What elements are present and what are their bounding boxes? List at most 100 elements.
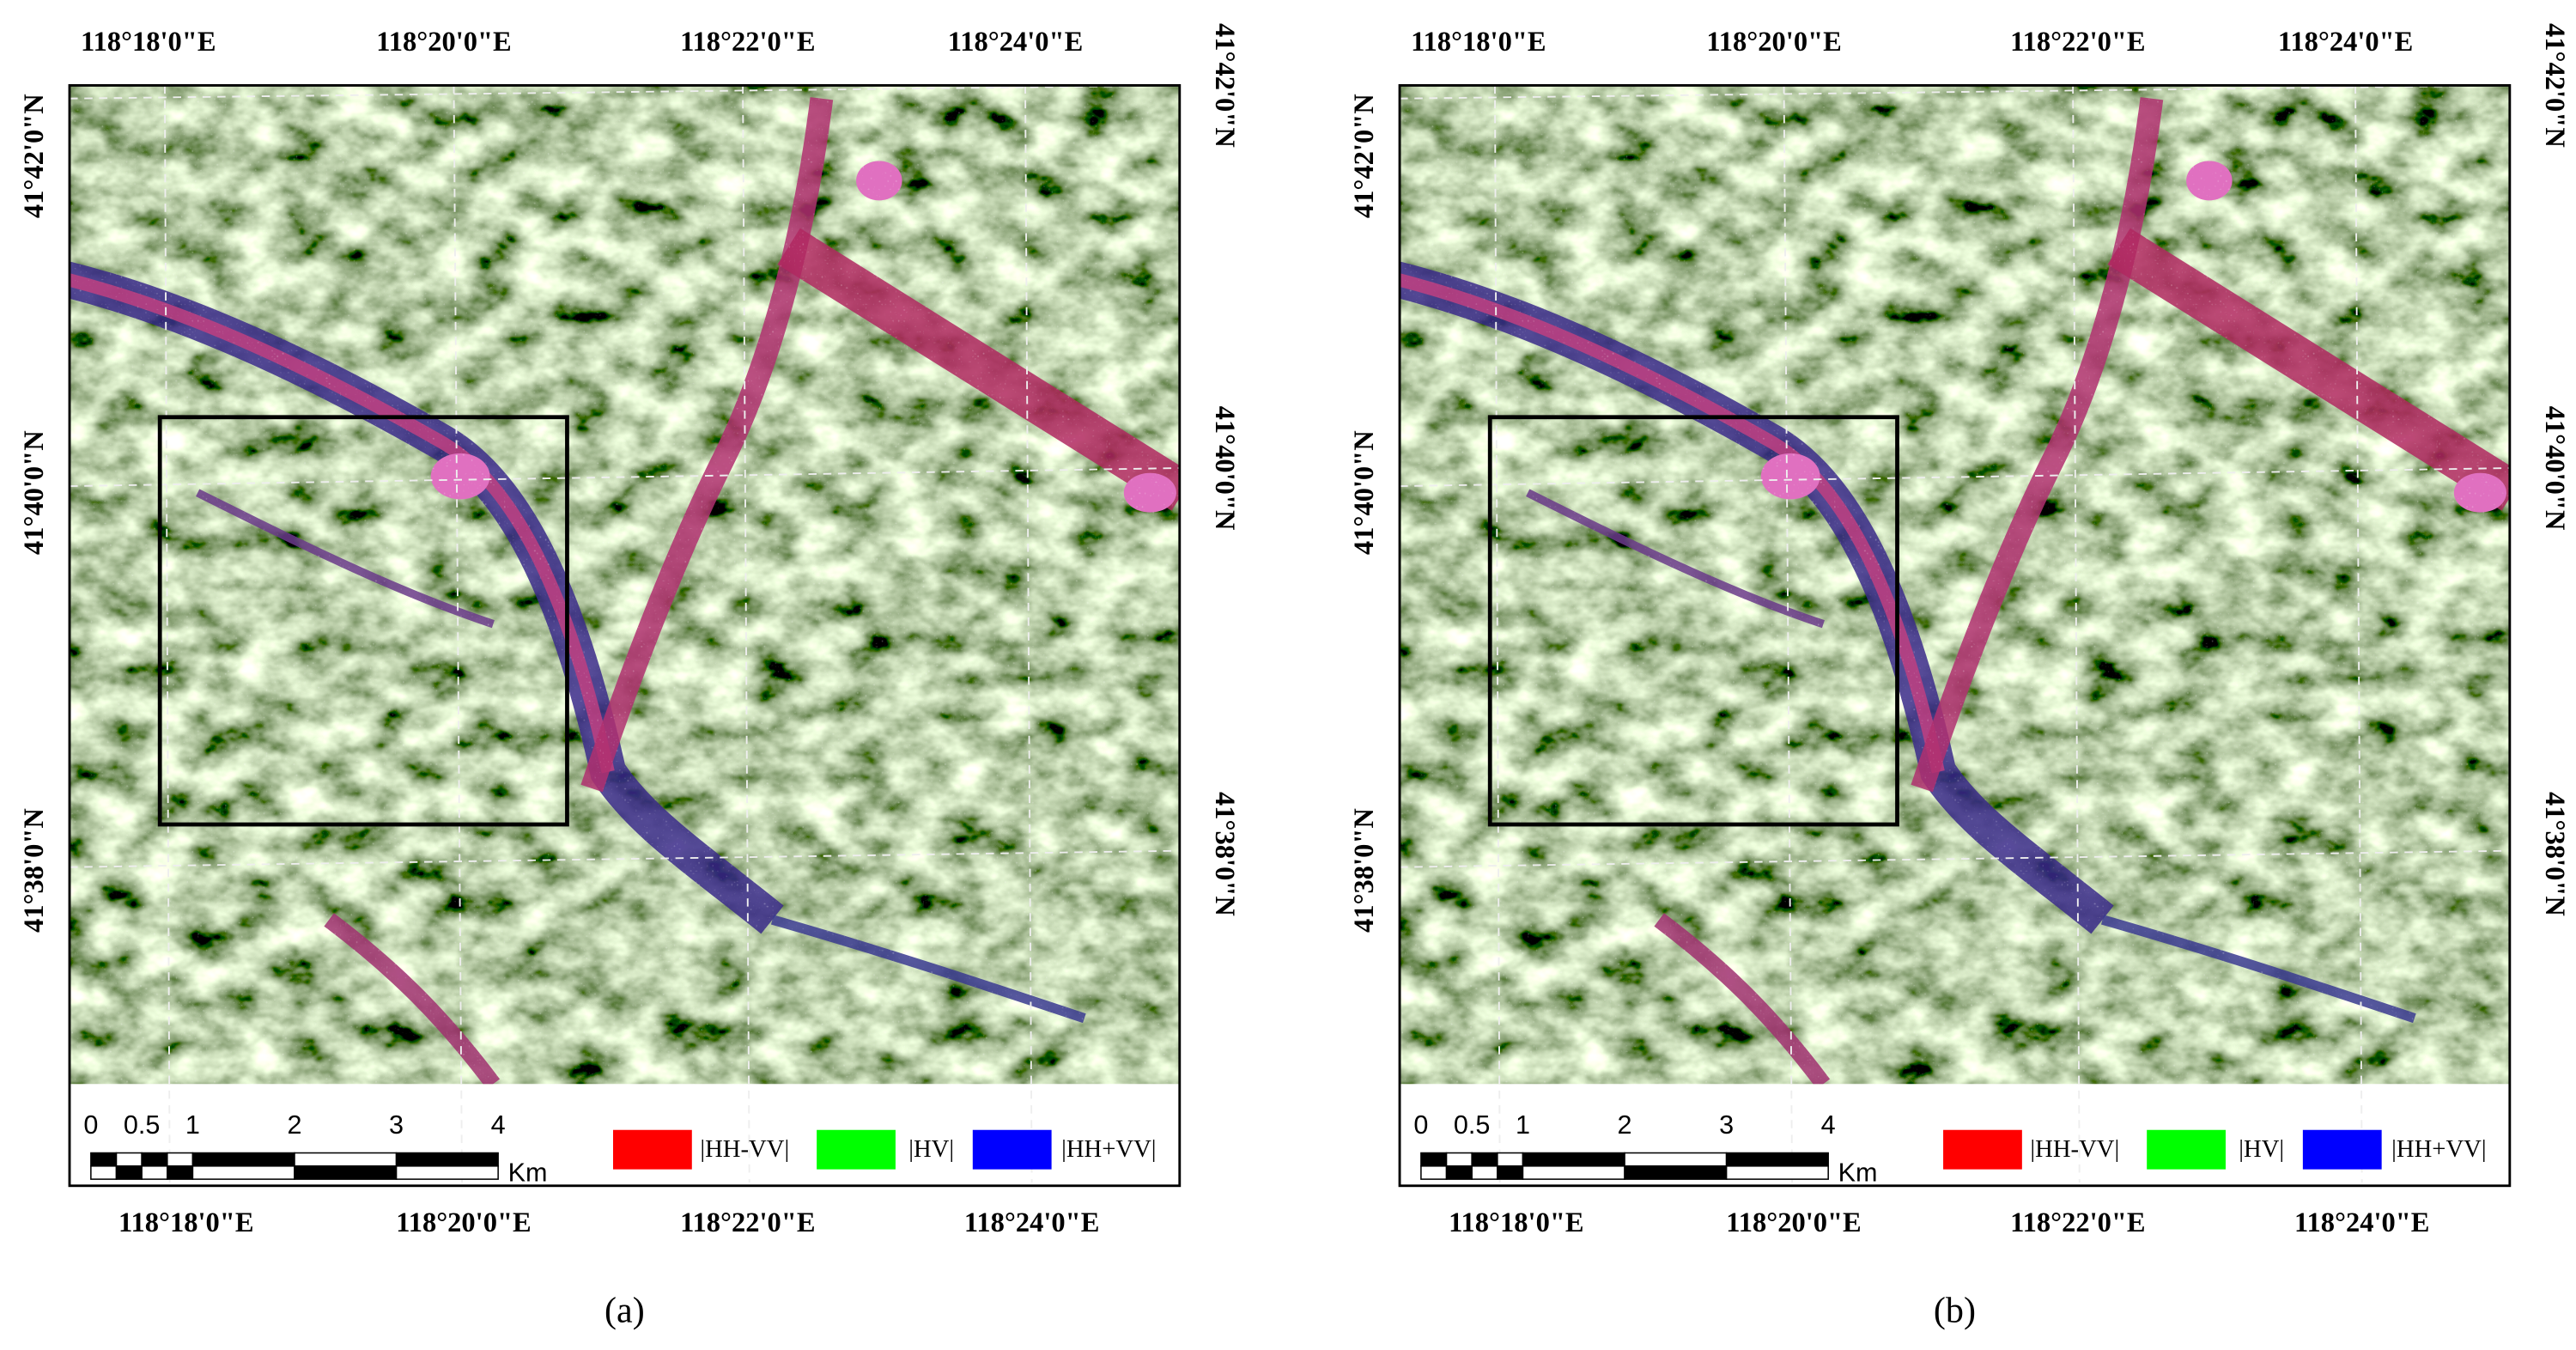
bottom-label: 118°18'0"E xyxy=(1449,1207,1583,1238)
top-label: 118°20'0"E xyxy=(1706,27,1841,58)
top-label: 118°22'0"E xyxy=(2010,27,2145,58)
panel-label: (b) xyxy=(1934,1292,1976,1331)
graticule xyxy=(1783,85,1794,1183)
scale-segment xyxy=(1725,1165,1829,1180)
scale-segment xyxy=(1445,1152,1473,1167)
scale-segment xyxy=(1522,1152,1625,1167)
scale-label: 0.5 xyxy=(124,1110,161,1140)
speckle xyxy=(69,85,1180,1085)
scale-segment xyxy=(1725,1152,1829,1167)
scale-segment xyxy=(141,1165,168,1180)
scale-segment xyxy=(167,1165,194,1180)
scale-segment xyxy=(1445,1165,1473,1180)
top-label: 118°22'0"E xyxy=(680,27,815,58)
bottom-label: 118°24'0"E xyxy=(2294,1207,2429,1238)
scale-segment xyxy=(1471,1152,1498,1167)
scale-segment xyxy=(90,1165,118,1180)
scale-segment xyxy=(1420,1152,1448,1167)
graticule xyxy=(742,85,750,1183)
scale-segment xyxy=(115,1152,143,1167)
scale-segment xyxy=(141,1152,168,1167)
legend-label: |HH-VV| xyxy=(2030,1135,2119,1163)
scale-bar: 0 0.5 1 2 3 4Km xyxy=(1413,1110,1877,1187)
scale-segment xyxy=(1522,1165,1625,1180)
study-area xyxy=(1487,415,1899,827)
bottom-label: 118°22'0"E xyxy=(2010,1207,2145,1238)
right-label: 41°40'0"N xyxy=(1209,406,1240,531)
scale-segment xyxy=(1624,1165,1728,1180)
bottom-label: 118°20'0"E xyxy=(1726,1207,1861,1238)
graticule xyxy=(2072,85,2081,1183)
scale-label: 4 xyxy=(1821,1110,1836,1140)
scale-label: 0.5 xyxy=(1454,1110,1491,1140)
top-label: 118°20'0"E xyxy=(376,27,511,58)
left-label: 41°40'0"N xyxy=(1349,430,1380,555)
scale-segment xyxy=(191,1165,295,1180)
legend-label: |HV| xyxy=(908,1135,954,1163)
left-label: 41°42'0"N xyxy=(1349,94,1380,218)
legend-label: |HH+VV| xyxy=(2391,1135,2486,1163)
top-label: 118°18'0"E xyxy=(81,27,216,58)
map-panel: 118°18'0"E 118°20'0"E 118°22'0"E 118°24'0"E… xyxy=(19,23,1240,1331)
scale-label: 1 xyxy=(185,1110,200,1140)
map-frame xyxy=(68,84,1182,1188)
scale-label: 2 xyxy=(1618,1110,1632,1140)
graticule xyxy=(1400,467,2510,488)
scale-segment xyxy=(294,1165,398,1180)
graticule xyxy=(163,85,171,1183)
scale-segment xyxy=(90,1152,118,1167)
scale-segment xyxy=(1420,1165,1448,1180)
right-label: 41°42'0"N xyxy=(2539,23,2570,148)
scale-unit: Km xyxy=(1838,1158,1878,1187)
scale-label: 2 xyxy=(287,1110,301,1140)
study-area xyxy=(157,415,569,827)
scale-segment xyxy=(1471,1165,1498,1180)
bottom-label: 118°20'0"E xyxy=(396,1207,531,1238)
graticule xyxy=(69,849,1180,868)
graticule xyxy=(1400,849,2510,868)
graticule xyxy=(69,467,1180,488)
scale-unit: Km xyxy=(508,1158,548,1187)
left-label: 41°42'0"N xyxy=(19,94,50,218)
map-panel: 118°18'0"E 118°20'0"E 118°22'0"E 118°24'0"E… xyxy=(1349,23,2570,1331)
scale-segment xyxy=(395,1165,499,1180)
legend-label: |HH+VV| xyxy=(1061,1135,1156,1163)
scale-segment xyxy=(1624,1152,1728,1167)
scale-label: 4 xyxy=(491,1110,506,1140)
right-label: 41°40'0"N xyxy=(2539,406,2570,531)
scale-label: 0 xyxy=(83,1110,98,1140)
graticule xyxy=(69,84,1180,100)
left-label: 41°40'0"N xyxy=(19,430,50,555)
bottom-label: 118°24'0"E xyxy=(964,1207,1099,1238)
legend-swatch xyxy=(2147,1129,2226,1170)
graticule xyxy=(2354,85,2363,1183)
map-frame xyxy=(1398,84,2512,1188)
scale-segment xyxy=(395,1152,499,1167)
top-label: 118°18'0"E xyxy=(1411,27,1546,58)
scale-segment xyxy=(115,1165,143,1180)
left-label: 41°38'0"N xyxy=(19,808,50,933)
right-label: 41°38'0"N xyxy=(2539,792,2570,916)
scale-label: 0 xyxy=(1413,1110,1428,1140)
scale-segment xyxy=(191,1152,295,1167)
top-label: 118°24'0"E xyxy=(2278,27,2413,58)
scale-segment xyxy=(294,1152,398,1167)
legend-swatch xyxy=(972,1129,1052,1170)
bottom-label: 118°18'0"E xyxy=(118,1207,253,1238)
top-label: 118°24'0"E xyxy=(948,27,1083,58)
legend-swatch xyxy=(1943,1129,2022,1170)
legend-swatch xyxy=(2302,1129,2382,1170)
legend-swatch xyxy=(613,1129,692,1170)
graticule xyxy=(1400,84,2510,100)
scale-segment xyxy=(167,1152,194,1167)
bottom-label: 118°22'0"E xyxy=(680,1207,815,1238)
graticule xyxy=(1024,85,1033,1183)
legend-swatch xyxy=(817,1129,896,1170)
panel-label: (a) xyxy=(605,1292,645,1331)
graticule xyxy=(453,85,464,1183)
speckle xyxy=(1400,85,2510,1085)
sar-image xyxy=(69,85,1180,1085)
right-label: 41°38'0"N xyxy=(1209,792,1240,916)
